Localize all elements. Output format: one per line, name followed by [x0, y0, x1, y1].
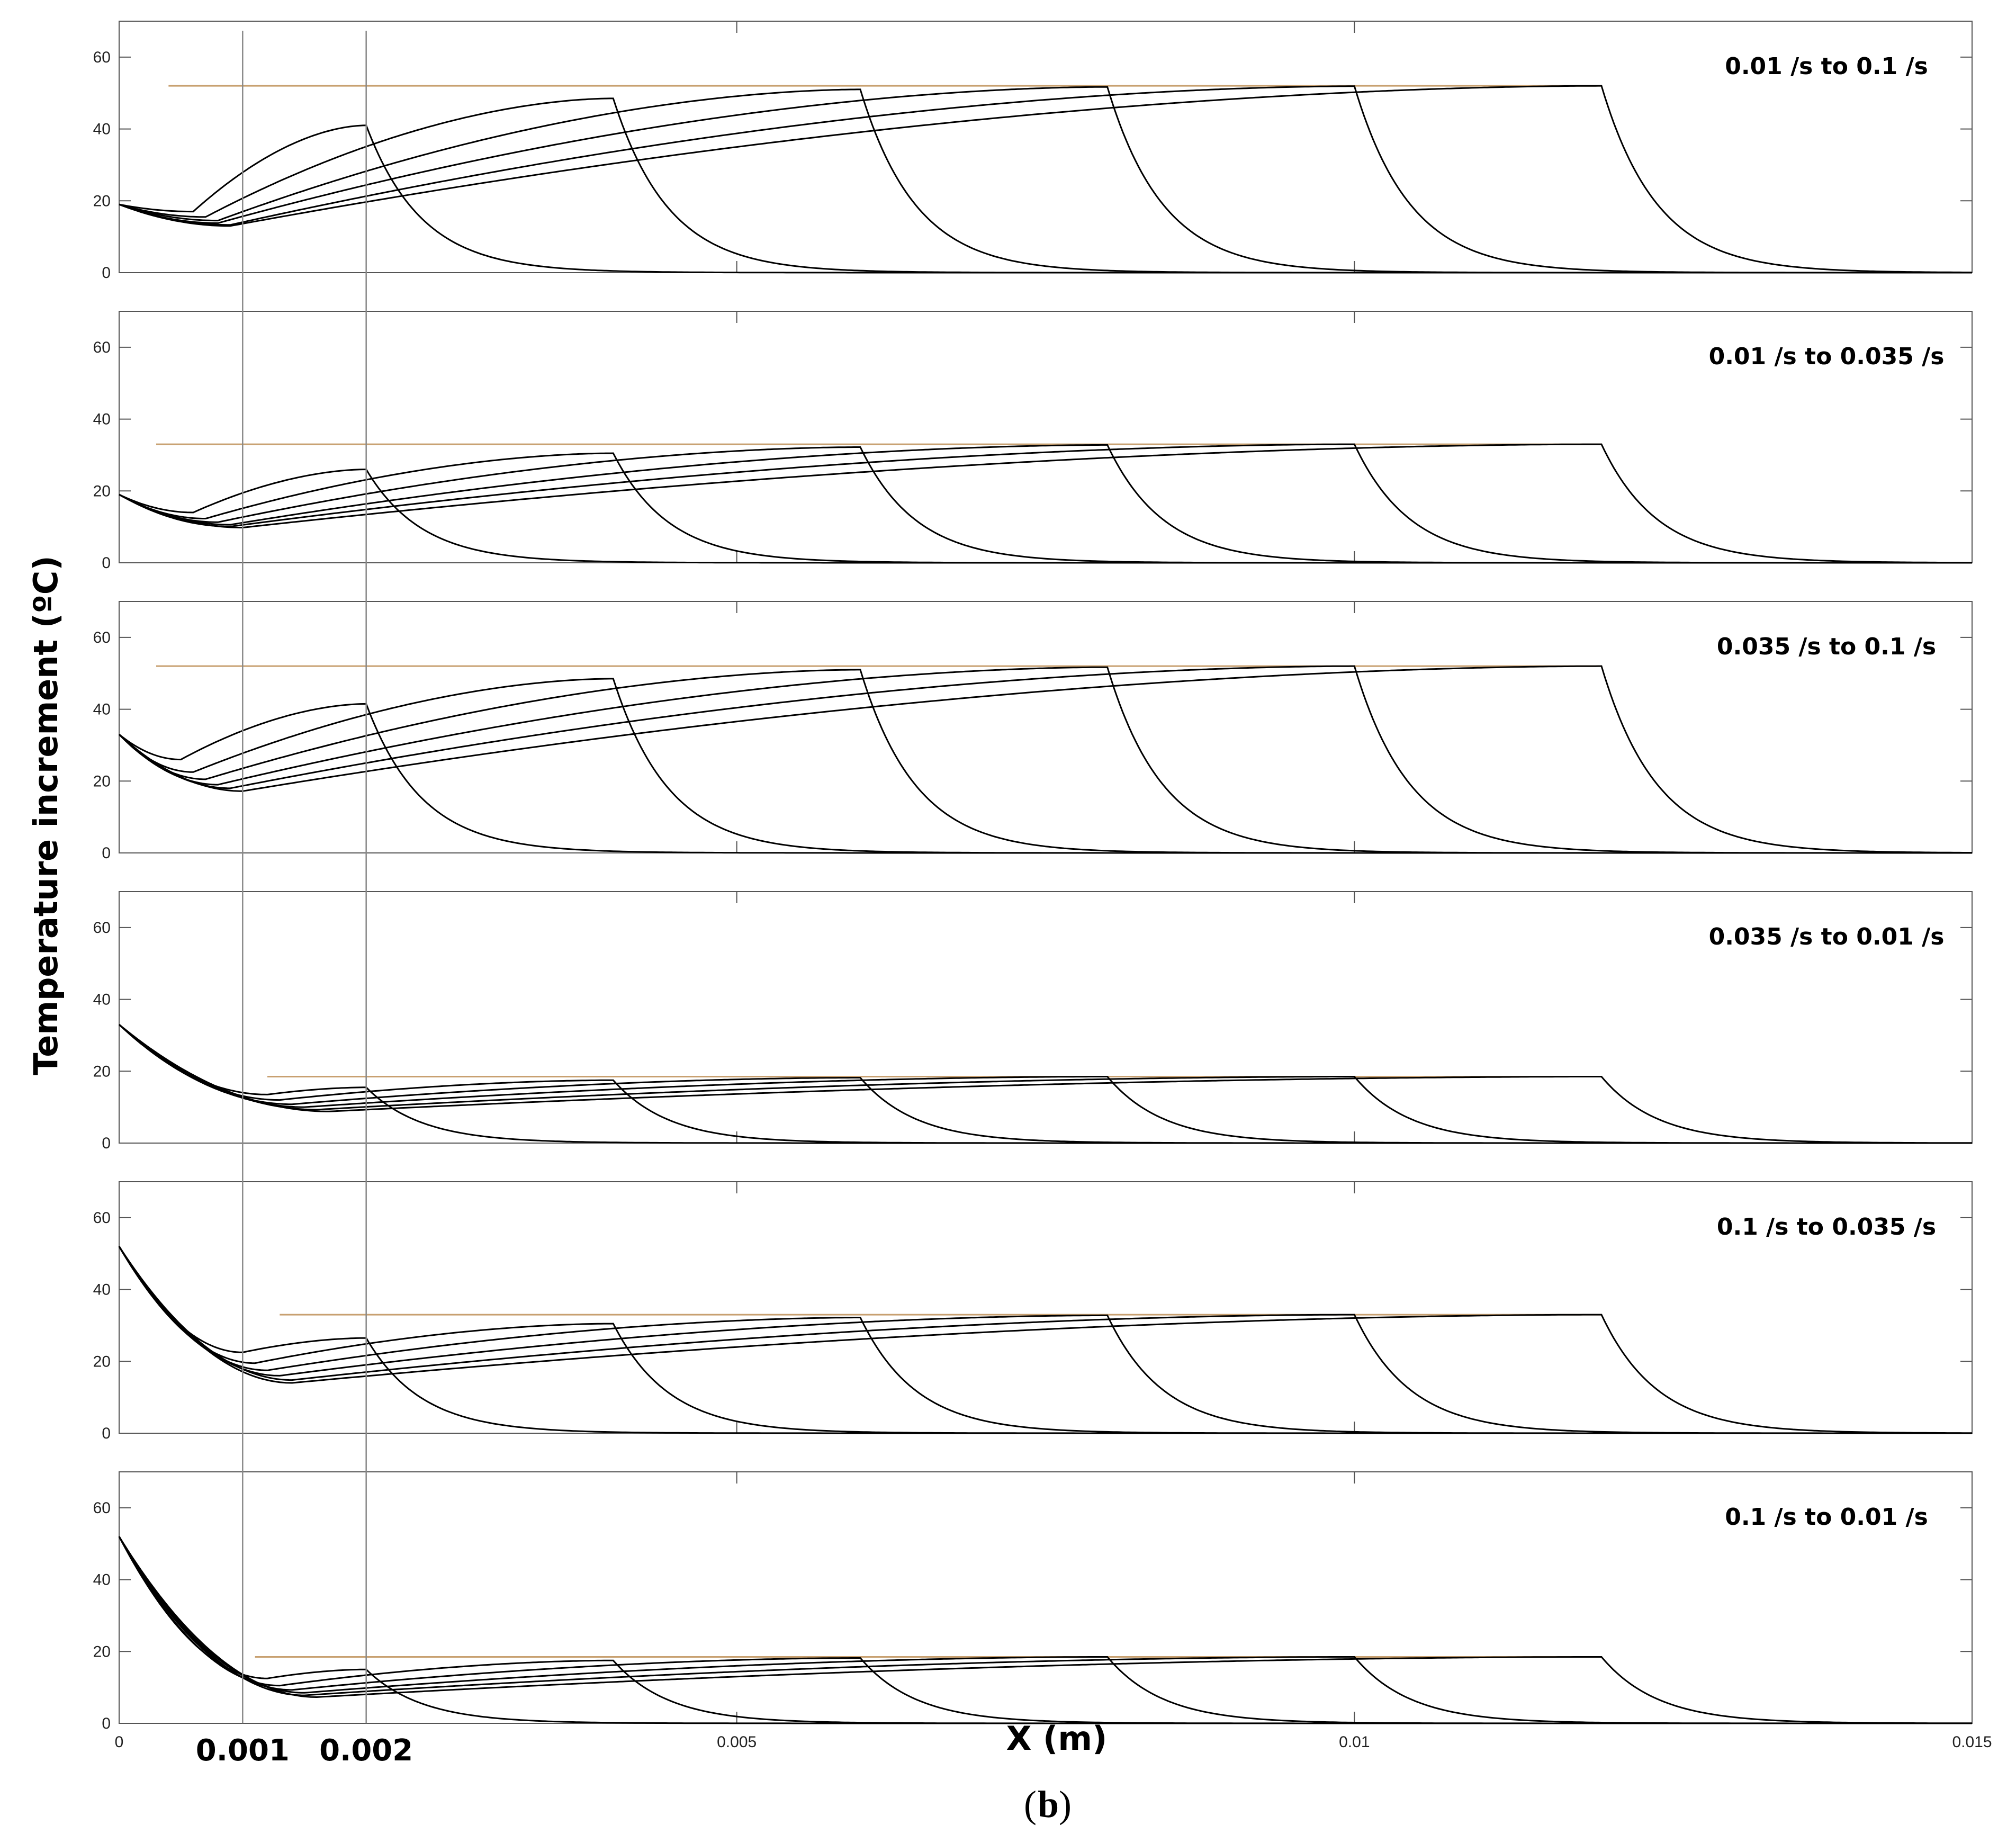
svg-text:(: ( [1024, 1783, 1037, 1826]
y-tick-label: 60 [93, 1209, 111, 1227]
reference-line-label: 0.001 [196, 1733, 290, 1768]
y-tick-label: 60 [93, 339, 111, 356]
series-line-3 [119, 446, 1972, 564]
series-line-1 [119, 469, 1972, 564]
y-tick-label: 40 [93, 411, 111, 428]
series-line-3 [119, 88, 1972, 274]
panels-group: 0 20 40 60 0.01 /s to 0.1 /s 0 20 40 60 0.01 /s t… [93, 21, 1973, 1732]
series-line-6 [118, 1246, 1972, 1434]
series-line-1 [118, 1536, 1972, 1724]
y-tick-label: 40 [93, 121, 111, 138]
series-line-5 [119, 443, 1972, 564]
series-line-2 [119, 452, 1972, 564]
x-tick-label: 0.01 [1339, 1733, 1370, 1751]
y-tick-label: 40 [93, 1571, 111, 1589]
panel-title: 0.01 /s to 0.1 /s [1725, 53, 1928, 80]
y-tick-label: 20 [93, 192, 111, 210]
panel-3: 0 20 40 60 0.035 /s to 0.1 /s [93, 601, 1973, 862]
y-tick-label: 20 [93, 482, 111, 500]
series-line-3 [118, 1536, 1972, 1724]
panel-title: 0.035 /s to 0.01 /s [1709, 923, 1945, 950]
panel-title: 0.035 /s to 0.1 /s [1717, 633, 1936, 660]
reference-line-label: 0.002 [319, 1733, 413, 1768]
panel-frame [119, 311, 1973, 563]
series-line-2 [118, 678, 1972, 854]
panel-4: 0 20 40 60 0.035 /s to 0.01 /s [93, 891, 1973, 1152]
y-tick-label: 60 [93, 629, 111, 646]
y-axis-label: Temperature increment (ºC) [26, 555, 65, 1075]
y-tick-label: 0 [102, 1135, 111, 1152]
series-line-1 [119, 124, 1972, 274]
y-tick-label: 60 [93, 1499, 111, 1517]
y-tick-label: 0 [102, 1425, 111, 1442]
panel-6: 0 20 40 60 0.1 /s to 0.01 /s [93, 1471, 1973, 1732]
panel-1: 0 20 40 60 0.01 /s to 0.1 /s [93, 21, 1973, 282]
series-line-2 [119, 97, 1972, 274]
panel-title: 0.01 /s to 0.035 /s [1709, 343, 1945, 370]
y-tick-label: 40 [93, 701, 111, 718]
series-line-4 [119, 86, 1972, 274]
series-line-3 [118, 669, 1972, 854]
y-tick-label: 0 [102, 554, 111, 572]
y-tick-label: 60 [93, 919, 111, 937]
series-line-4 [118, 666, 1972, 854]
y-tick-label: 40 [93, 1281, 111, 1299]
series-line-4 [118, 1536, 1972, 1724]
panel-title: 0.1 /s to 0.035 /s [1717, 1213, 1936, 1240]
figure-label: b [1038, 1783, 1059, 1826]
y-tick-label: 20 [93, 772, 111, 790]
figure-caption: ( b ) [1024, 1783, 1072, 1826]
panel-frame [119, 21, 1973, 273]
x-tick-label: 0.005 [717, 1733, 757, 1751]
panel-2: 0 20 40 60 0.01 /s to 0.035 /s [93, 311, 1973, 572]
series-line-6 [119, 85, 1973, 274]
series-line-6 [118, 665, 1973, 854]
series-line-5 [118, 1246, 1972, 1434]
y-tick-label: 60 [93, 49, 111, 66]
panel-5: 0 20 40 60 0.1 /s to 0.035 /s [93, 1181, 1973, 1442]
y-tick-label: 40 [93, 991, 111, 1009]
panel-title: 0.1 /s to 0.01 /s [1725, 1504, 1928, 1531]
panel-frame [119, 1181, 1973, 1434]
y-tick-label: 0 [102, 264, 111, 282]
series-line-5 [118, 665, 1972, 854]
y-tick-label: 20 [93, 1643, 111, 1660]
panel-frame [119, 601, 1973, 853]
x-tick-label: 0 [115, 1733, 124, 1751]
series-line-6 [118, 1536, 1972, 1724]
series-line-5 [119, 85, 1972, 274]
series-line-4 [119, 444, 1972, 564]
x-axis: 0 0.005 0.01 0.015 [115, 1733, 1992, 1751]
y-tick-label: 20 [93, 1063, 111, 1080]
series-line-6 [119, 1023, 1972, 1144]
reference-lines-group: 0.001 0.002 [196, 31, 413, 1768]
series-line-2 [118, 1246, 1972, 1434]
y-tick-label: 20 [93, 1353, 111, 1370]
series-line-5 [118, 1536, 1972, 1724]
y-tick-label: 0 [102, 1715, 111, 1732]
y-tick-label: 0 [102, 844, 111, 862]
x-tick-label: 0.015 [1952, 1733, 1992, 1751]
series-line-2 [118, 1536, 1972, 1724]
x-axis-label: X (m) [1006, 1719, 1108, 1758]
series-line-6 [119, 443, 1972, 564]
series-line-5 [119, 1023, 1972, 1144]
series-line-1 [119, 703, 1972, 854]
svg-text:): ) [1059, 1783, 1072, 1826]
